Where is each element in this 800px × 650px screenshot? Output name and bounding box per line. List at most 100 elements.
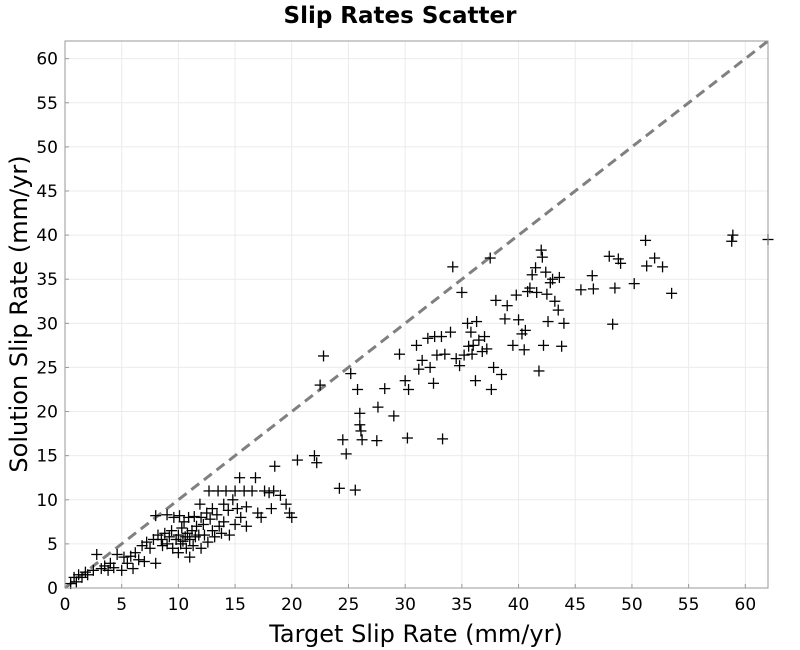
data-point-0 [65,578,77,590]
data-point-37 [167,542,179,554]
data-point-132 [431,349,443,361]
data-point-162 [513,314,525,326]
data-point-33 [161,538,173,550]
data-point-35 [163,531,175,543]
data-point-87 [240,520,252,532]
data-point-181 [552,304,564,316]
data-point-109 [340,448,352,460]
data-point-119 [379,383,391,395]
data-point-195 [641,260,653,272]
y-tick-label-12: 60 [36,50,58,70]
data-point-54 [187,540,199,552]
data-point-192 [615,257,627,269]
data-point-184 [558,317,570,329]
data-point-79 [223,529,235,541]
data-point-143 [463,340,475,352]
data-point-151 [479,331,491,343]
data-point-147 [469,375,481,387]
data-point-138 [450,353,462,365]
data-point-153 [484,252,496,264]
data-point-20 [129,547,141,559]
data-point-71 [211,509,223,521]
data-point-44 [176,522,188,534]
data-point-62 [197,518,209,530]
data-point-187 [587,283,599,295]
data-point-130 [428,377,440,389]
data-point-100 [284,507,296,519]
data-point-155 [488,361,500,373]
data-point-89 [246,485,258,497]
data-point-52 [184,551,196,563]
data-point-172 [535,244,547,256]
data-point-97 [269,460,281,472]
data-point-80 [227,494,239,506]
data-point-94 [263,487,275,499]
data-point-198 [666,287,678,299]
data-point-28 [150,510,162,522]
data-point-107 [333,482,345,494]
x-tick-label-8: 40 [508,595,530,615]
x-tick-label-10: 50 [621,595,643,615]
data-point-65 [202,536,214,548]
data-point-125 [411,339,422,351]
y-tick-label-11: 55 [36,94,58,114]
x-tick-label-6: 30 [394,595,416,615]
data-point-190 [609,282,621,294]
data-point-42 [174,510,186,522]
y-tick-label-3: 15 [36,447,58,467]
data-point-127 [416,354,428,366]
data-point-51 [184,533,196,545]
data-point-112 [352,383,364,395]
data-points [65,229,774,590]
y-tick-label-0: 0 [47,579,58,599]
data-point-24 [141,536,153,548]
data-point-104 [311,457,323,469]
data-point-186 [586,270,598,282]
data-point-154 [485,383,497,395]
x-tick-label-5: 25 [338,595,360,615]
data-point-135 [439,348,451,360]
data-point-5 [79,566,91,578]
data-point-60 [195,511,207,523]
chart-title: Slip Rates Scatter [284,3,518,29]
data-point-95 [265,503,277,515]
data-point-158 [499,313,511,325]
data-point-115 [355,425,367,437]
data-point-175 [540,266,552,278]
data-point-31 [157,540,169,552]
x-tick-label-9: 45 [564,595,586,615]
y-axis-label: Solution Slip Rate (mm/yr) [5,155,33,472]
data-point-136 [445,326,457,338]
x-tick-label-0: 0 [60,595,71,615]
data-point-161 [510,289,522,301]
x-tick-label-11: 55 [678,595,700,615]
data-point-78 [222,504,234,516]
data-point-123 [401,432,413,444]
data-point-25 [144,542,156,554]
data-point-2 [70,576,82,588]
data-point-110 [345,368,357,380]
data-point-170 [531,286,543,298]
data-point-180 [549,295,561,307]
y-tick-label-7: 35 [36,270,58,290]
data-point-160 [507,339,519,351]
data-point-46 [178,516,190,528]
data-point-146 [467,339,479,351]
data-point-169 [530,262,542,274]
data-point-61 [195,542,207,554]
data-point-189 [607,318,619,330]
data-point-124 [403,383,415,395]
data-point-177 [542,316,554,328]
data-point-53 [186,525,198,537]
data-point-39 [170,533,182,545]
y-tick-label-2: 10 [36,491,58,511]
x-axis-label: Target Slip Rate (mm/yr) [268,620,563,648]
data-point-129 [424,361,436,373]
data-point-102 [291,454,303,466]
x-axis-ticks: 0 5 10 15 20 25 30 35 40 45 50 55 60 [60,584,756,615]
data-point-7 [87,564,99,576]
y-tick-label-6: 30 [36,314,58,334]
data-point-176 [541,288,553,300]
data-point-193 [628,278,640,290]
